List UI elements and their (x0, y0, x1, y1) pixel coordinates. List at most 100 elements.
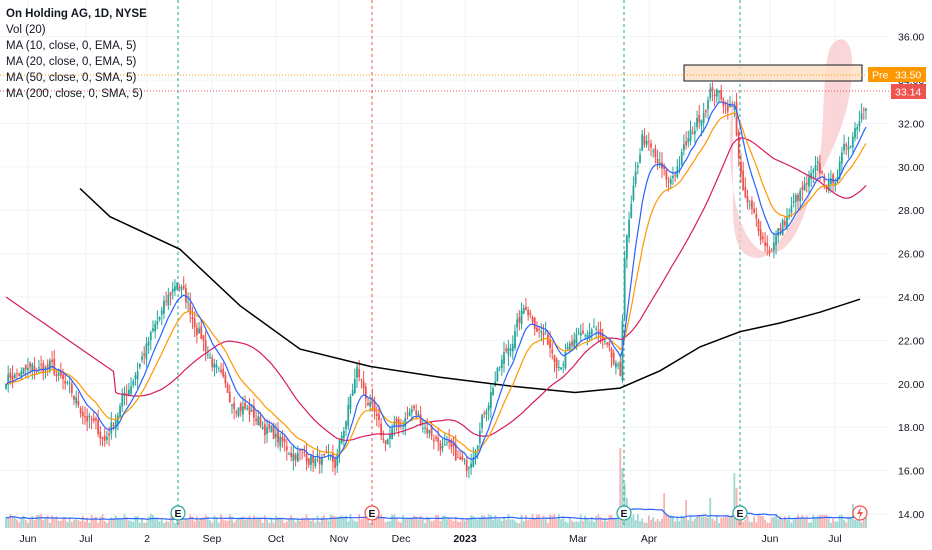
sma200-label[interactable]: MA (200, close, 0, SMA, 5) (6, 88, 143, 100)
volume-bar (42, 520, 45, 528)
volume-bar (430, 521, 433, 528)
candle-body (342, 430, 345, 439)
earnings-marker[interactable]: E (170, 505, 186, 521)
candle-body (35, 371, 38, 372)
volume-bar (242, 516, 244, 528)
volume-bar (722, 517, 725, 528)
candle-body (147, 341, 150, 346)
volume-bar (127, 520, 130, 528)
candle-body (268, 423, 271, 429)
candle-body (549, 340, 551, 349)
candle-body (599, 328, 602, 337)
candle-body (463, 458, 466, 460)
volume-bar (106, 522, 108, 528)
volume-bar (819, 514, 821, 528)
candle-body (562, 364, 565, 366)
candle-body (639, 154, 641, 163)
candle-body (792, 201, 795, 203)
candle-body (753, 208, 756, 213)
volume-bar (474, 518, 477, 528)
y-tick-label: 14.00 (898, 509, 924, 521)
volume-bar (691, 521, 694, 528)
volume-bar (847, 516, 850, 528)
volume-bar (805, 515, 808, 528)
volume-bar (742, 521, 745, 528)
ema10-label[interactable]: MA (10, close, 0, EMA, 5) (6, 40, 137, 52)
candle-body (812, 170, 815, 173)
volume-bar (707, 518, 709, 528)
candle-body (165, 300, 168, 302)
sma50-label[interactable]: MA (50, close, 0, SMA, 5) (6, 72, 137, 84)
candle-body (209, 356, 211, 359)
ema20-label[interactable]: MA (20, close, 0, EMA, 5) (6, 56, 137, 68)
candle-body (742, 170, 745, 191)
candle-body (274, 433, 277, 438)
symbol-title[interactable]: On Holding AG, 1D, NYSE (6, 8, 147, 20)
earnings-marker[interactable]: E (364, 505, 380, 521)
x-axis: Jun Jul 2 Sep Oct Nov Dec 2023 Mar Apr Jun Jul (20, 533, 842, 545)
volume-bar (184, 519, 187, 528)
earnings-marker[interactable]: E (732, 505, 748, 521)
volume-bar (783, 516, 786, 528)
volume-bar (353, 520, 356, 528)
candle-body (781, 220, 784, 235)
volume-bar (810, 522, 813, 528)
volume-bar (593, 522, 595, 528)
volume-indicator-label[interactable]: Vol (20) (6, 24, 46, 36)
candle-body (808, 177, 810, 187)
volume-bar (575, 521, 578, 528)
volume-bar (228, 514, 231, 528)
flash-marker[interactable] (852, 505, 868, 521)
candle-body (399, 423, 402, 425)
volume-bar (816, 516, 819, 528)
candle-body (55, 374, 58, 376)
volume-bar (428, 519, 431, 528)
candle-body (136, 371, 139, 380)
candle-body (454, 444, 457, 461)
candle-body (685, 141, 688, 146)
volume-bar (334, 516, 336, 528)
volume-bar (768, 522, 771, 528)
volume-bar (296, 517, 299, 528)
volume-bar (389, 521, 391, 528)
volume-bar (417, 519, 420, 528)
volume-bar (849, 516, 852, 528)
candle-body (536, 327, 538, 332)
candle-body (617, 364, 619, 366)
candle-body (452, 443, 455, 447)
volume-bar (487, 514, 490, 528)
volume-bar (257, 518, 260, 528)
volume-bar (371, 518, 374, 528)
candle-body (316, 454, 319, 456)
volume-bar (193, 521, 196, 528)
volume-bar (213, 515, 216, 528)
candle-body (20, 370, 23, 378)
volume-bar (832, 518, 834, 528)
candle-body (176, 283, 179, 290)
volume-bar (358, 514, 361, 528)
x-tick-label: Sep (203, 533, 222, 545)
candle-body (860, 113, 863, 120)
candle-body (18, 373, 21, 377)
candle-body (180, 287, 183, 291)
volume-bar (689, 515, 692, 528)
candle-body (672, 175, 674, 178)
earnings-marker[interactable]: E (616, 505, 632, 521)
candle-body (24, 364, 27, 370)
volume-bar (595, 516, 598, 528)
candle-body (11, 375, 14, 381)
pre-value: 33.50 (895, 70, 921, 82)
candle-body (542, 332, 545, 335)
candle-body (654, 148, 657, 158)
candle-body (628, 219, 630, 238)
y-tick-label: 16.00 (898, 466, 924, 478)
candle-body (119, 405, 121, 417)
volume-bar (856, 519, 859, 528)
volume-bar (590, 517, 593, 528)
x-tick-label: Jun (762, 533, 779, 545)
volume-bar (134, 516, 137, 528)
volume-bar (711, 518, 714, 528)
volume-bar (492, 519, 494, 528)
volume-bar (90, 514, 93, 528)
